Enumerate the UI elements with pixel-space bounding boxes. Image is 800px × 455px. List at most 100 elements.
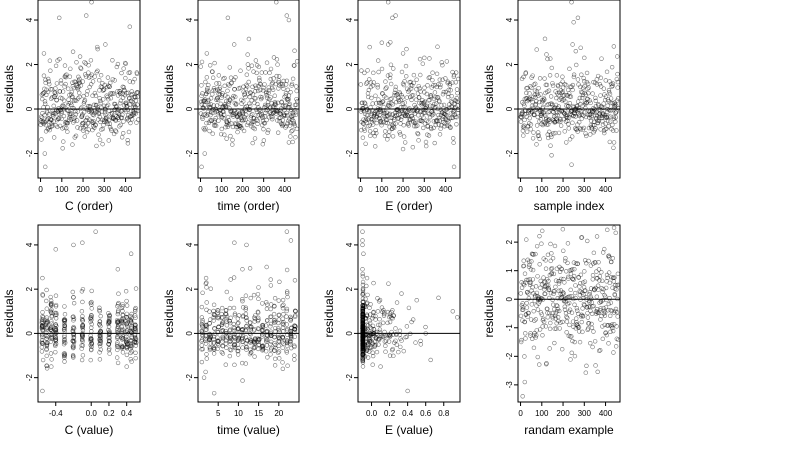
data-point xyxy=(570,338,575,344)
data-point xyxy=(360,288,366,293)
data-point xyxy=(526,291,531,296)
data-point xyxy=(252,337,258,343)
data-point xyxy=(557,326,562,331)
data-point xyxy=(610,122,615,127)
data-point xyxy=(369,116,374,122)
data-point xyxy=(82,60,87,65)
data-point xyxy=(393,326,398,331)
data-point xyxy=(360,229,365,234)
data-point xyxy=(408,79,413,85)
data-point xyxy=(231,275,237,280)
data-point xyxy=(385,0,391,5)
data-point xyxy=(565,260,570,266)
data-point xyxy=(416,113,421,118)
data-point xyxy=(221,109,226,115)
data-point xyxy=(577,339,583,345)
data-point xyxy=(114,64,120,70)
data-point xyxy=(390,134,396,139)
data-point xyxy=(603,305,609,310)
data-point xyxy=(584,261,589,266)
data-point xyxy=(98,100,103,106)
data-point xyxy=(572,290,578,296)
data-point xyxy=(387,104,392,109)
data-point xyxy=(379,40,384,45)
data-point xyxy=(594,116,599,121)
data-point xyxy=(424,91,430,97)
data-point xyxy=(216,118,221,123)
data-point xyxy=(601,311,607,316)
data-point xyxy=(279,99,284,104)
y-tick-label: 4 xyxy=(185,17,194,22)
data-point xyxy=(381,313,387,318)
data-point xyxy=(605,323,610,328)
data-point xyxy=(200,116,205,121)
data-point xyxy=(219,95,224,100)
data-point xyxy=(219,315,225,321)
x-tick-label: 200 xyxy=(236,185,250,194)
data-point xyxy=(250,140,255,146)
data-point xyxy=(377,297,383,303)
data-point xyxy=(49,321,54,326)
data-point xyxy=(107,346,112,351)
data-point xyxy=(385,73,391,78)
x-tick-label: 0.8 xyxy=(438,409,450,418)
data-point xyxy=(367,123,373,128)
data-point xyxy=(579,235,585,240)
data-point xyxy=(96,110,102,115)
data-point xyxy=(261,138,267,143)
data-point xyxy=(387,75,393,81)
data-point xyxy=(429,126,434,132)
data-point xyxy=(547,119,553,124)
y-tick-label: 2 xyxy=(505,239,514,244)
data-point xyxy=(391,353,396,359)
data-point xyxy=(85,88,90,94)
data-point xyxy=(522,319,527,325)
data-point xyxy=(583,288,588,293)
data-point xyxy=(397,99,402,104)
data-point xyxy=(548,266,554,272)
data-point xyxy=(256,339,261,344)
data-point xyxy=(215,329,220,335)
x-tick-label: 300 xyxy=(257,185,271,194)
data-point xyxy=(521,133,526,138)
data-point xyxy=(280,297,286,303)
data-point xyxy=(616,106,620,111)
data-point xyxy=(48,308,53,314)
data-point xyxy=(443,76,448,81)
data-point xyxy=(122,60,128,66)
data-point xyxy=(133,111,138,116)
data-point xyxy=(281,312,286,317)
data-point xyxy=(127,79,133,84)
data-point xyxy=(243,94,248,100)
data-point xyxy=(48,351,54,356)
data-point xyxy=(600,297,606,303)
data-point xyxy=(442,124,447,129)
data-point xyxy=(584,70,590,76)
data-point xyxy=(290,110,296,116)
data-point xyxy=(54,310,59,316)
data-point xyxy=(290,139,295,145)
data-point xyxy=(128,346,133,352)
data-point xyxy=(388,62,394,67)
data-point xyxy=(77,54,83,59)
data-point xyxy=(216,316,221,321)
data-point xyxy=(367,128,373,134)
plot-frame xyxy=(37,224,141,403)
data-point xyxy=(520,307,526,312)
y-tick-label: -2 xyxy=(505,149,514,157)
data-point xyxy=(257,75,262,81)
data-point xyxy=(292,326,297,332)
data-point xyxy=(373,93,378,98)
data-point xyxy=(284,308,289,314)
data-point xyxy=(559,347,565,352)
data-point xyxy=(603,330,608,335)
data-point xyxy=(422,55,427,61)
data-point xyxy=(109,115,114,121)
data-point xyxy=(283,93,288,98)
data-point xyxy=(81,101,87,106)
data-point xyxy=(589,300,594,305)
data-point xyxy=(528,331,533,336)
data-point xyxy=(527,91,532,96)
data-point xyxy=(449,100,455,105)
data-point xyxy=(360,326,366,331)
